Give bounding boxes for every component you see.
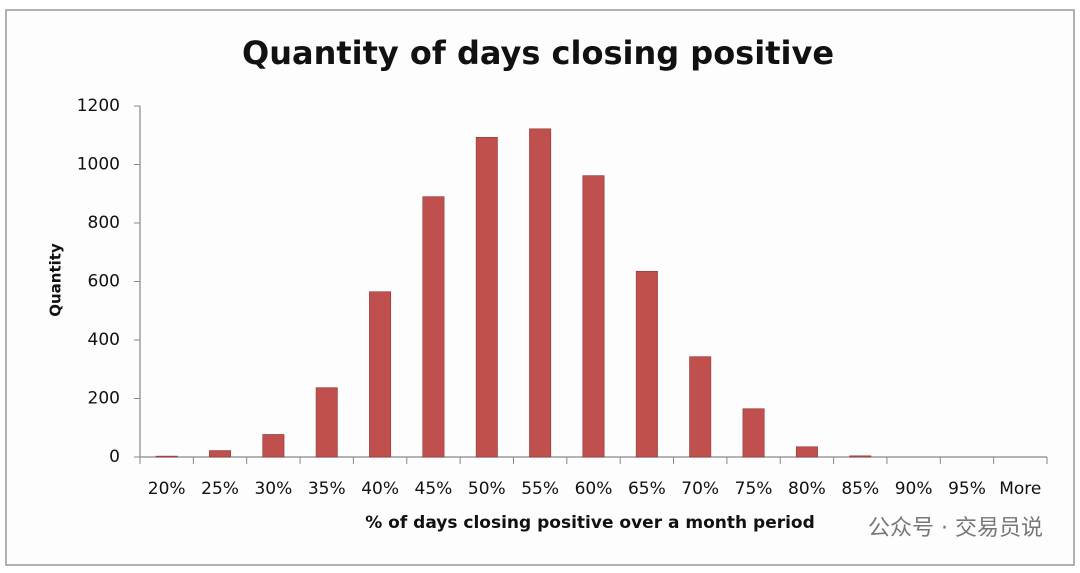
bar bbox=[795, 446, 818, 458]
x-tick-label: 25% bbox=[201, 479, 239, 499]
chart-title: Quantity of days closing positive bbox=[242, 34, 834, 72]
x-tick-label: 50% bbox=[468, 479, 506, 499]
x-tick-label: 85% bbox=[841, 479, 879, 499]
bar bbox=[635, 270, 658, 458]
y-tick-label: 600 bbox=[88, 272, 120, 292]
x-tick-label: 75% bbox=[735, 479, 773, 499]
y-axis-label: Quantity bbox=[47, 243, 65, 317]
bar bbox=[529, 128, 552, 458]
x-tick-label: More bbox=[999, 479, 1041, 499]
bar bbox=[155, 455, 178, 458]
x-tick-label: 60% bbox=[575, 479, 613, 499]
bar bbox=[849, 455, 872, 458]
y-tick-label: 400 bbox=[88, 330, 120, 350]
bar bbox=[582, 175, 605, 458]
y-tick-label: 0 bbox=[109, 447, 120, 467]
x-tick-label: 45% bbox=[415, 479, 453, 499]
bar bbox=[689, 356, 712, 458]
x-tick-label: 35% bbox=[308, 479, 346, 499]
y-tick-label: 1000 bbox=[77, 155, 120, 175]
bar bbox=[315, 387, 338, 458]
bar bbox=[209, 450, 232, 458]
bar bbox=[422, 196, 445, 458]
x-tick-label: 55% bbox=[521, 479, 559, 499]
x-tick-label: 40% bbox=[361, 479, 399, 499]
bar bbox=[262, 434, 285, 458]
bar bbox=[742, 408, 765, 458]
y-tick-label: 1200 bbox=[77, 96, 120, 116]
bar bbox=[475, 136, 498, 458]
x-tick-label: 70% bbox=[681, 479, 719, 499]
x-tick-label: 65% bbox=[628, 479, 666, 499]
bar bbox=[369, 291, 392, 458]
x-tick-label: 20% bbox=[148, 479, 186, 499]
x-tick-label: 90% bbox=[895, 479, 933, 499]
y-tick-label: 800 bbox=[88, 213, 120, 233]
x-tick-label: 95% bbox=[948, 479, 986, 499]
watermark: 公众号 · 交易员说 bbox=[868, 516, 1043, 541]
x-axis-label: % of days closing positive over a month … bbox=[365, 513, 815, 533]
x-tick-label: 30% bbox=[254, 479, 292, 499]
y-tick-label: 200 bbox=[88, 389, 120, 409]
x-tick-label: 80% bbox=[788, 479, 826, 499]
